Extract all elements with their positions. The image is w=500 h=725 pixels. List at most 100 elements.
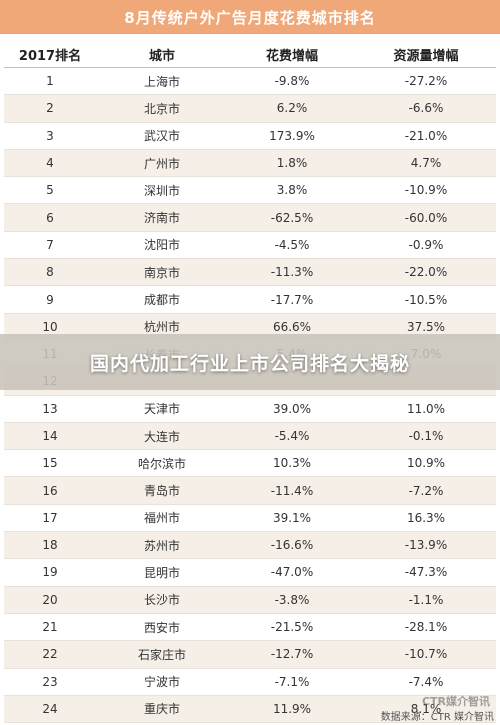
cell-rank: 1 [4, 67, 96, 96]
cell-rank: 22 [4, 640, 96, 669]
cell-rank: 13 [4, 395, 96, 423]
header-resource-growth: 资源量增幅 [356, 42, 496, 68]
cell-spend-growth: -9.8% [228, 67, 356, 96]
header-rank: 2017排名 [4, 42, 96, 68]
table-row: 17 福州市 39.1% 16.3% [4, 504, 496, 533]
cell-spend-growth: 3.8% [228, 176, 356, 205]
cell-spend-growth: -47.0% [228, 558, 356, 587]
cell-city: 北京市 [96, 94, 228, 123]
cell-city: 大连市 [96, 422, 228, 451]
cell-city: 天津市 [96, 395, 228, 423]
cell-rank: 5 [4, 176, 96, 205]
cell-resource-growth: -6.6% [356, 94, 496, 123]
cell-spend-growth: 1.8% [228, 149, 356, 178]
cell-rank: 20 [4, 586, 96, 614]
cell-rank: 18 [4, 531, 96, 560]
cell-spend-growth: -11.3% [228, 258, 356, 287]
cell-spend-growth: 6.2% [228, 94, 356, 123]
overlay-banner: 国内代加工行业上市公司排名大揭秘 [0, 334, 500, 390]
footer-source: 数据来源：CTR 媒介智讯 [380, 712, 494, 723]
table-row: 24 重庆市 11.9% 8.1% [4, 695, 496, 724]
table-row: 4 广州市 1.8% 4.7% [4, 149, 496, 178]
table-row: 5 深圳市 3.8% -10.9% [4, 176, 496, 205]
cell-resource-growth: -7.2% [356, 476, 496, 505]
cell-rank: 23 [4, 668, 96, 696]
cell-resource-growth: -10.9% [356, 176, 496, 205]
cell-rank: 6 [4, 203, 96, 232]
cell-city: 青岛市 [96, 476, 228, 505]
cell-resource-growth: 10.9% [356, 449, 496, 478]
cell-resource-growth: -22.0% [356, 258, 496, 287]
cell-resource-growth: 16.3% [356, 504, 496, 533]
cell-spend-growth: -7.1% [228, 668, 356, 696]
table-row: 7 沈阳市 -4.5% -0.9% [4, 231, 496, 260]
cell-rank: 2 [4, 94, 96, 123]
cell-resource-growth: -0.9% [356, 231, 496, 260]
table-row: 19 昆明市 -47.0% -47.3% [4, 558, 496, 587]
table-row: 13 天津市 39.0% 11.0% [4, 395, 496, 423]
table-row: 20 长沙市 -3.8% -1.1% [4, 586, 496, 614]
cell-rank: 24 [4, 695, 96, 724]
cell-spend-growth: 173.9% [228, 122, 356, 150]
cell-city: 西安市 [96, 613, 228, 642]
cell-city: 长沙市 [96, 586, 228, 614]
cell-rank: 15 [4, 449, 96, 478]
cell-rank: 9 [4, 285, 96, 314]
cell-spend-growth: -3.8% [228, 586, 356, 614]
table-row: 21 西安市 -21.5% -28.1% [4, 613, 496, 642]
cell-spend-growth: 39.1% [228, 504, 356, 533]
table-row: 23 宁波市 -7.1% -7.4% [4, 668, 496, 696]
cell-resource-growth: -21.0% [356, 122, 496, 150]
table-row: 16 青岛市 -11.4% -7.2% [4, 476, 496, 505]
cell-rank: 4 [4, 149, 96, 178]
cell-spend-growth: -21.5% [228, 613, 356, 642]
cell-city: 苏州市 [96, 531, 228, 560]
table-row: 9 成都市 -17.7% -10.5% [4, 285, 496, 314]
cell-resource-growth: -10.5% [356, 285, 496, 314]
table-row: 18 苏州市 -16.6% -13.9% [4, 531, 496, 560]
watermark: CTR媒介智讯 [421, 695, 490, 708]
cell-spend-growth: -62.5% [228, 203, 356, 232]
header-city: 城市 [96, 42, 228, 68]
cell-spend-growth: 11.9% [228, 695, 356, 724]
table-row: 2 北京市 6.2% -6.6% [4, 94, 496, 123]
cell-city: 上海市 [96, 67, 228, 96]
cell-rank: 7 [4, 231, 96, 260]
table-row: 6 济南市 -62.5% -60.0% [4, 203, 496, 232]
cell-city: 沈阳市 [96, 231, 228, 260]
cell-rank: 3 [4, 122, 96, 150]
cell-spend-growth: 10.3% [228, 449, 356, 478]
cell-city: 武汉市 [96, 122, 228, 150]
cell-resource-growth: -27.2% [356, 67, 496, 96]
table-title-bar: 8月传统户外广告月度花费城市排名 [0, 0, 500, 34]
cell-rank: 21 [4, 613, 96, 642]
cell-city: 广州市 [96, 149, 228, 178]
cell-spend-growth: -11.4% [228, 476, 356, 505]
cell-resource-growth: -7.4% [356, 668, 496, 696]
cell-spend-growth: 39.0% [228, 395, 356, 423]
cell-spend-growth: -12.7% [228, 640, 356, 669]
table-row: 14 大连市 -5.4% -0.1% [4, 422, 496, 451]
cell-spend-growth: -5.4% [228, 422, 356, 451]
cell-spend-growth: -16.6% [228, 531, 356, 560]
cell-rank: 19 [4, 558, 96, 587]
table-title: 8月传统户外广告月度花费城市排名 [124, 8, 376, 27]
cell-city: 哈尔滨市 [96, 449, 228, 478]
cell-rank: 8 [4, 258, 96, 287]
cell-city: 深圳市 [96, 176, 228, 205]
cell-city: 石家庄市 [96, 640, 228, 669]
cell-spend-growth: -4.5% [228, 231, 356, 260]
cell-rank: 17 [4, 504, 96, 533]
overlay-title: 国内代加工行业上市公司排名大揭秘 [89, 352, 410, 375]
cell-resource-growth: -28.1% [356, 613, 496, 642]
cell-resource-growth: 8.1% [356, 695, 496, 724]
table-row: 3 武汉市 173.9% -21.0% [4, 122, 496, 150]
table-row: 15 哈尔滨市 10.3% 10.9% [4, 449, 496, 478]
cell-city: 昆明市 [96, 558, 228, 587]
cell-city: 济南市 [96, 203, 228, 232]
cell-resource-growth: 11.0% [356, 395, 496, 423]
cell-resource-growth: -13.9% [356, 531, 496, 560]
cell-resource-growth: -47.3% [356, 558, 496, 587]
cell-spend-growth: -17.7% [228, 285, 356, 314]
table-row: 1 上海市 -9.8% -27.2% [4, 67, 496, 96]
